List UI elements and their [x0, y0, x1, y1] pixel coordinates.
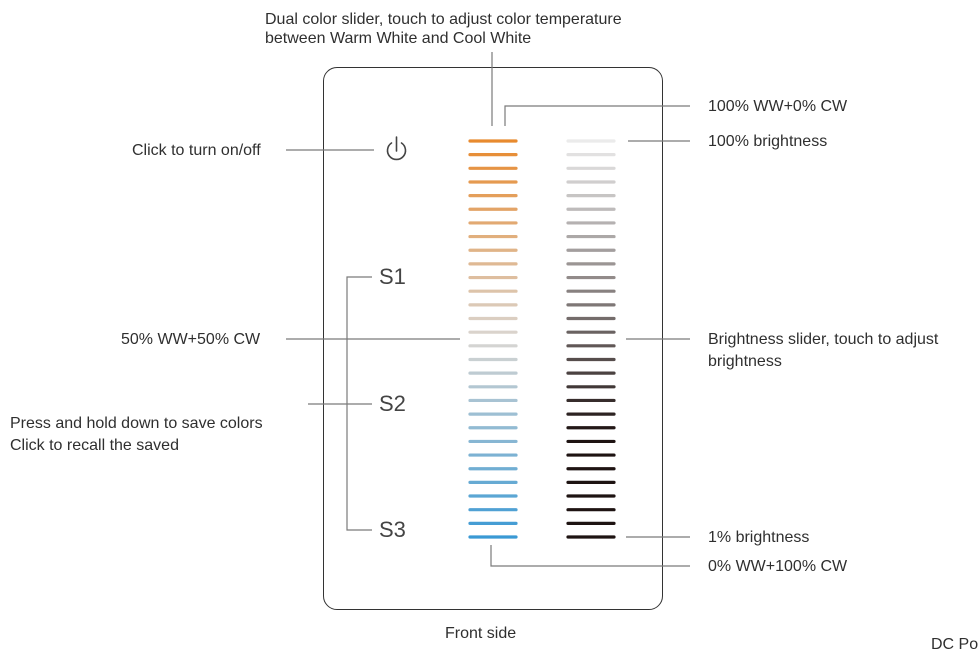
power-label: Click to turn on/off: [132, 142, 261, 159]
scene-button-s2[interactable]: S2: [379, 391, 406, 416]
mid-color-label: 50% WW+50% CW: [121, 331, 261, 348]
slider-caption-line2: between Warm White and Cool White: [265, 30, 532, 47]
brightness-slider-label-line2: brightness: [708, 353, 782, 370]
color-temperature-slider[interactable]: [468, 139, 518, 539]
brightness-slider-label-line1: Brightness slider, touch to adjust: [708, 331, 939, 348]
leader-bottom-cw: [490, 545, 690, 567]
scene-button-s1[interactable]: S1: [379, 264, 406, 289]
leader-top-ww: [504, 105, 690, 126]
scene-label-line2: Click to recall the saved: [10, 437, 179, 454]
bottom-cw-label: 0% WW+100% CW: [708, 558, 848, 575]
scene-label-line1: Press and hold down to save colors: [10, 415, 263, 432]
scene-button-s3[interactable]: S3: [379, 517, 406, 542]
bottom-brightness-label: 1% brightness: [708, 529, 810, 546]
dc-power-caption: DC Po: [931, 636, 979, 653]
power-icon[interactable]: [386, 136, 407, 161]
front-side-caption: Front side: [445, 625, 517, 642]
slider-caption-line1: Dual color slider, touch to adjust color…: [265, 11, 622, 28]
top-brightness-label: 100% brightness: [708, 133, 828, 150]
brightness-slider[interactable]: [566, 139, 616, 539]
top-ww-label: 100% WW+0% CW: [708, 98, 848, 115]
leader-lines: [286, 52, 690, 567]
